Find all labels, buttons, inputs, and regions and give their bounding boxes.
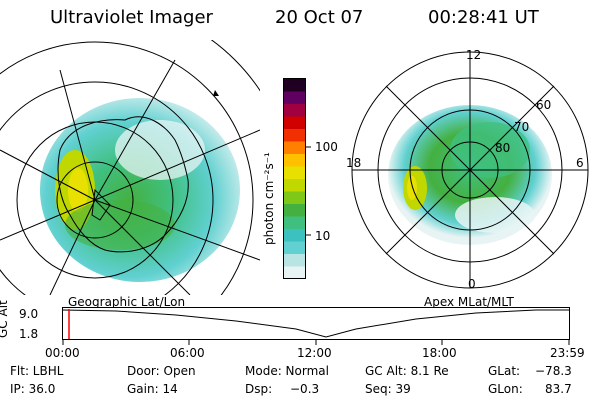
mlat-label-80: 80 — [495, 141, 511, 155]
timeline-xtick-1200: 12:00 — [297, 346, 332, 360]
colorbar-cell — [283, 78, 306, 92]
colorbar-cell — [283, 203, 306, 217]
colorbar-cell — [283, 228, 306, 242]
left-panel-label: Geographic Lat/Lon — [68, 295, 186, 309]
mlat-label-60: 60 — [536, 98, 552, 112]
observation-date: 20 Oct 07 — [275, 7, 364, 28]
colorbar-cell — [283, 141, 306, 154]
glat-value: −78.3 — [535, 364, 572, 378]
glon-value: 83.7 — [545, 382, 572, 396]
apex-polar-image — [351, 51, 589, 289]
glon-label: GLon: — [488, 382, 523, 396]
colorbar-cell — [283, 116, 306, 129]
colorbar-cell — [283, 191, 306, 204]
colorbar-cell — [283, 128, 306, 142]
colorbar-cell — [283, 216, 306, 229]
latitude-grid — [0, 40, 260, 295]
timeline-xtick-0000: 00:00 — [45, 346, 80, 360]
colorbar-cell — [283, 266, 306, 279]
north-marker-icon — [213, 90, 219, 96]
gain-info: Gain: 14 — [127, 382, 178, 396]
longitude-grid — [0, 59, 260, 295]
right-panel-label: Apex MLat/MLT — [424, 295, 514, 309]
colorbar — [283, 78, 311, 279]
colorbar-cell — [283, 166, 306, 179]
timeline-ytick-9: 9.0 — [19, 307, 39, 321]
timeline-xtick-2359: 23:59 — [550, 346, 585, 360]
ip-info: IP: 36.0 — [10, 382, 56, 396]
altitude-curve — [62, 309, 569, 338]
mlt-label-18: 18 — [346, 156, 362, 170]
gcalt-info: GC Alt: 8.1 Re — [365, 364, 449, 378]
timeline-plot — [62, 307, 570, 345]
colorbar-cell — [283, 91, 306, 104]
colorbar-tick-100: 100 — [315, 140, 338, 154]
continent-outline — [57, 116, 189, 253]
filter-info: Flt: LBHL — [10, 364, 64, 378]
colorbar-cell — [283, 153, 306, 167]
mlt-meridians — [352, 52, 588, 288]
geographic-image — [0, 40, 260, 295]
timeline-xtick-0600: 06:00 — [170, 346, 205, 360]
colorbar-cell — [283, 241, 306, 254]
mlat-label-70: 70 — [514, 120, 530, 134]
colorbar-cell — [283, 103, 306, 117]
timeline-xtick-1800: 18:00 — [422, 346, 457, 360]
mode-info: Mode: Normal — [245, 364, 329, 378]
mlt-label-12: 12 — [466, 48, 482, 62]
mlt-label-0: 0 — [468, 277, 476, 291]
glat-label: GLat: — [488, 364, 521, 378]
instrument-title: Ultraviolet Imager — [50, 7, 213, 28]
observation-time: 00:28:41 UT — [428, 7, 539, 28]
dsp-label: Dsp: — [245, 382, 273, 396]
seq-info: Seq: 39 — [365, 382, 411, 396]
mlt-label-6: 6 — [576, 156, 584, 170]
dsp-value: −0.3 — [290, 382, 320, 396]
door-info: Door: Open — [127, 364, 196, 378]
timeline-axis-label: GC Alt — [0, 300, 10, 338]
colorbar-cell — [283, 253, 306, 267]
colorbar-unit-label: photon cm⁻²s⁻¹ — [262, 152, 276, 245]
colorbar-tick-10: 10 — [315, 229, 331, 243]
colorbar-cell — [283, 178, 306, 192]
timeline-ytick-1.8: 1.8 — [19, 327, 39, 341]
